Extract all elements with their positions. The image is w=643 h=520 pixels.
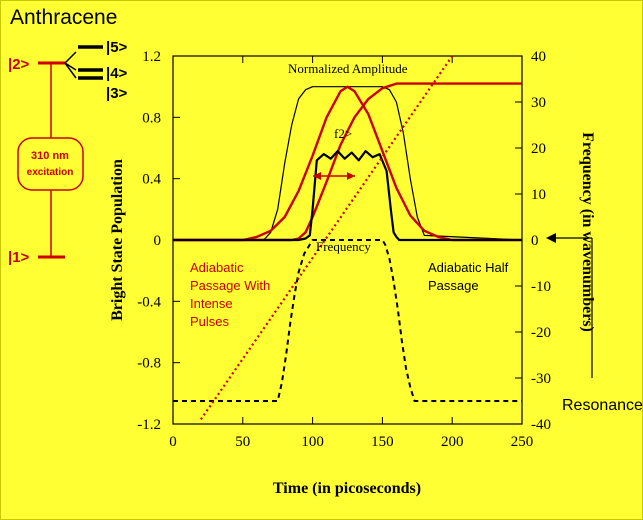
coupling-lines xyxy=(64,51,77,79)
y2-tick-label: 10 xyxy=(531,187,546,203)
excitation-label-line2: excitation xyxy=(27,167,74,178)
y-tick-label: 0.8 xyxy=(142,110,161,126)
level-3-label: |3> xyxy=(106,85,128,102)
svg-text:Adiabatic: Adiabatic xyxy=(190,260,244,275)
annotation-adiabatic-intense: Adiabatic Passage With Intense Pulses xyxy=(190,260,270,329)
energy-level-diagram: Anthracene 310 nm excitation |2> |1> |5>… xyxy=(8,6,128,266)
y2-tick-label: -20 xyxy=(531,325,551,341)
y-tick-label: 0.4 xyxy=(142,172,161,188)
excitation-label-line1: 310 nm xyxy=(31,150,69,162)
y-tick-label: -0.4 xyxy=(137,294,161,310)
series-lines xyxy=(173,55,523,421)
x-tick-label: 250 xyxy=(511,434,534,450)
series-line-4 xyxy=(173,239,522,402)
series-line-2 xyxy=(173,82,522,242)
x-tick-label: 150 xyxy=(371,434,394,450)
y-tick-label: -1.2 xyxy=(137,417,161,433)
level-4-label: |4> xyxy=(106,65,128,82)
resonance-label: Resonance xyxy=(562,397,643,414)
series-line-3 xyxy=(173,150,522,242)
svg-text:Intense: Intense xyxy=(190,296,233,311)
annotation-f2: f2> xyxy=(334,126,352,141)
level-1-label: |1> xyxy=(8,249,30,266)
y2-tick-label: 40 xyxy=(531,49,546,65)
y2-tick-labels: -40 -30 -20 -10 0 10 20 30 40 xyxy=(531,49,551,433)
y2-tick-label: 30 xyxy=(531,95,546,111)
y2-tick-label: 0 xyxy=(531,233,539,249)
annotation-frequency: Frequency xyxy=(316,239,371,254)
y-axis-title: Bright State Population xyxy=(109,159,126,321)
svg-text:Adiabatic Half: Adiabatic Half xyxy=(428,260,509,275)
level-5-label: |5> xyxy=(106,39,128,56)
y2-tick-label: -40 xyxy=(531,417,551,433)
series-line-1 xyxy=(173,85,522,242)
svg-text:Passage With: Passage With xyxy=(190,278,270,293)
x-tick-label: 50 xyxy=(235,434,250,450)
level-2-label: |2> xyxy=(8,56,30,73)
x-tick-labels: 0 50 100 150 200 250 xyxy=(169,434,533,450)
y-tick-labels: -1.2 -0.8 -0.4 0 0.4 0.8 1.2 xyxy=(137,49,161,433)
f2-width-arrow xyxy=(313,172,355,180)
series-line-0 xyxy=(173,86,523,241)
x-tick-label: 200 xyxy=(441,434,464,450)
x-tick-label: 100 xyxy=(301,434,324,450)
svg-text:Pulses: Pulses xyxy=(190,314,230,329)
series-line-5 xyxy=(199,55,454,421)
y-tick-label: -0.8 xyxy=(137,356,161,372)
annotation-adiabatic-half: Adiabatic Half Passage xyxy=(428,260,509,293)
y2-axis-title: Frequency (in wavenumbers) xyxy=(579,132,596,332)
y-tick-label: 1.2 xyxy=(142,49,161,65)
y2-tick-label: 20 xyxy=(531,141,546,157)
x-tick-label: 0 xyxy=(169,434,177,450)
x-axis-title: Time (in picoseconds) xyxy=(273,480,421,497)
y2-tick-label: -10 xyxy=(531,279,551,295)
annotation-normalized-amplitude: Normalized Amplitude xyxy=(288,61,408,76)
figure-title: Anthracene xyxy=(10,6,117,29)
svg-text:Passage: Passage xyxy=(428,278,479,293)
y2-tick-label: -30 xyxy=(531,371,551,387)
resonance-arrow xyxy=(546,233,593,378)
y-tick-label: 0 xyxy=(154,233,162,249)
excitation-box xyxy=(17,137,84,191)
